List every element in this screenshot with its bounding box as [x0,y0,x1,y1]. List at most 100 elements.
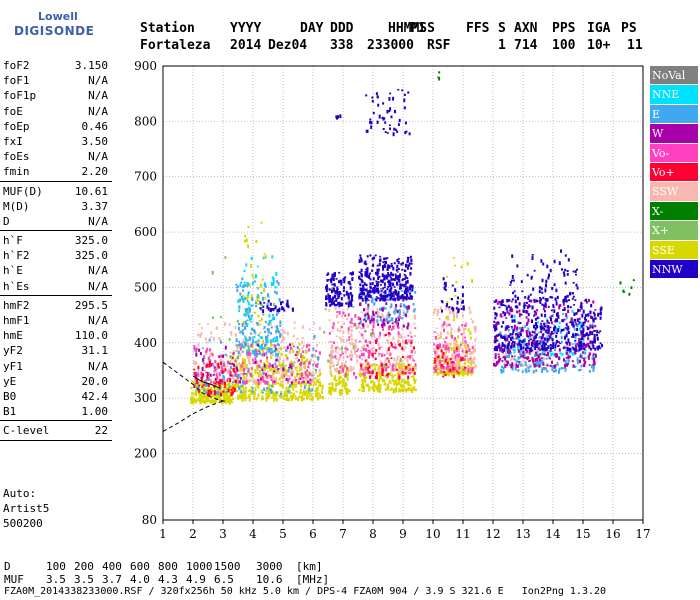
echo-point [265,350,268,352]
echo-point [531,256,534,260]
echo-point [284,394,287,397]
echo-point [543,322,546,325]
echo-point [294,366,297,370]
echo-point [224,322,226,326]
echo-point [208,359,211,362]
echo-point [376,271,379,275]
echo-point [541,345,544,348]
profile-curve-upper [162,361,227,402]
echo-point [599,330,602,333]
echo-point [397,326,400,330]
echo-point [402,368,405,371]
echo-point [439,370,442,375]
echo-point [496,345,499,348]
echo-point [363,385,365,389]
echo-point [547,346,550,349]
echo-point [361,363,364,366]
echo-point [216,363,218,367]
echo-point [271,369,274,372]
echo-point [529,347,532,352]
echo-point [556,328,558,332]
echo-point [399,364,402,368]
echo-point [399,334,402,337]
echo-point [299,388,302,391]
echo-point [405,356,408,359]
echo-point [541,347,544,351]
echo-point [277,394,280,397]
echo-point [576,286,579,290]
echo-point [298,372,301,375]
echo-point [571,346,574,351]
echo-point [533,324,535,329]
echo-point [230,374,233,377]
echo-point [454,264,456,267]
echo-point [397,368,400,373]
echo-point [318,351,321,355]
echo-point [388,279,391,284]
echo-point [270,355,273,360]
echo-point [411,389,414,394]
echo-point [551,360,553,364]
echo-point [330,303,333,306]
echo-point [274,362,277,366]
echo-point [244,358,247,363]
echo-point [562,312,564,315]
echo-point [340,376,343,379]
echo-point [511,298,514,301]
echo-point [360,353,363,357]
echo-point [574,333,577,337]
scale-value: 100 [46,560,66,573]
echo-point [544,329,547,333]
echo-point [495,322,498,326]
echo-point [269,390,272,393]
echo-point [562,328,565,332]
echo-point [284,349,287,352]
echo-point [246,373,248,377]
echo-point [208,378,211,381]
echo-point [358,340,361,343]
echo-point [248,302,251,306]
echo-point [389,353,392,356]
echo-point [364,370,367,374]
echo-point [255,239,258,243]
echo-point [539,298,542,302]
echo-point [268,393,271,398]
echo-point [273,368,276,371]
echo-point [454,369,456,373]
echo-point [563,358,565,362]
echo-point [404,388,406,390]
echo-point [566,273,569,276]
echo-point [239,387,242,390]
echo-point [348,280,351,285]
echo-point [248,397,251,402]
echo-point [240,364,243,368]
echo-point [373,303,376,306]
x-tick-label: 1 [159,527,167,541]
echo-point [543,304,546,308]
echo-point [379,297,382,302]
echo-point [571,353,574,356]
echo-point [591,340,594,345]
echo-point [316,364,319,368]
echo-point [347,292,350,296]
echo-point [572,270,575,273]
echo-point [439,360,441,365]
echo-point [440,360,443,362]
echo-point [591,325,594,329]
echo-point [338,271,341,274]
echo-point [394,273,397,276]
echo-point [396,371,399,375]
echo-point [340,297,343,301]
echo-point [410,388,413,392]
echo-point [451,334,454,339]
echo-point [275,377,278,380]
echo-point [290,383,293,388]
echo-point [236,345,239,350]
echo-point [348,338,351,341]
echo-point [508,354,510,358]
echo-point [381,313,384,315]
echo-point [453,364,456,366]
echo-point [565,342,568,344]
echo-point [409,350,412,354]
echo-point [509,284,512,286]
